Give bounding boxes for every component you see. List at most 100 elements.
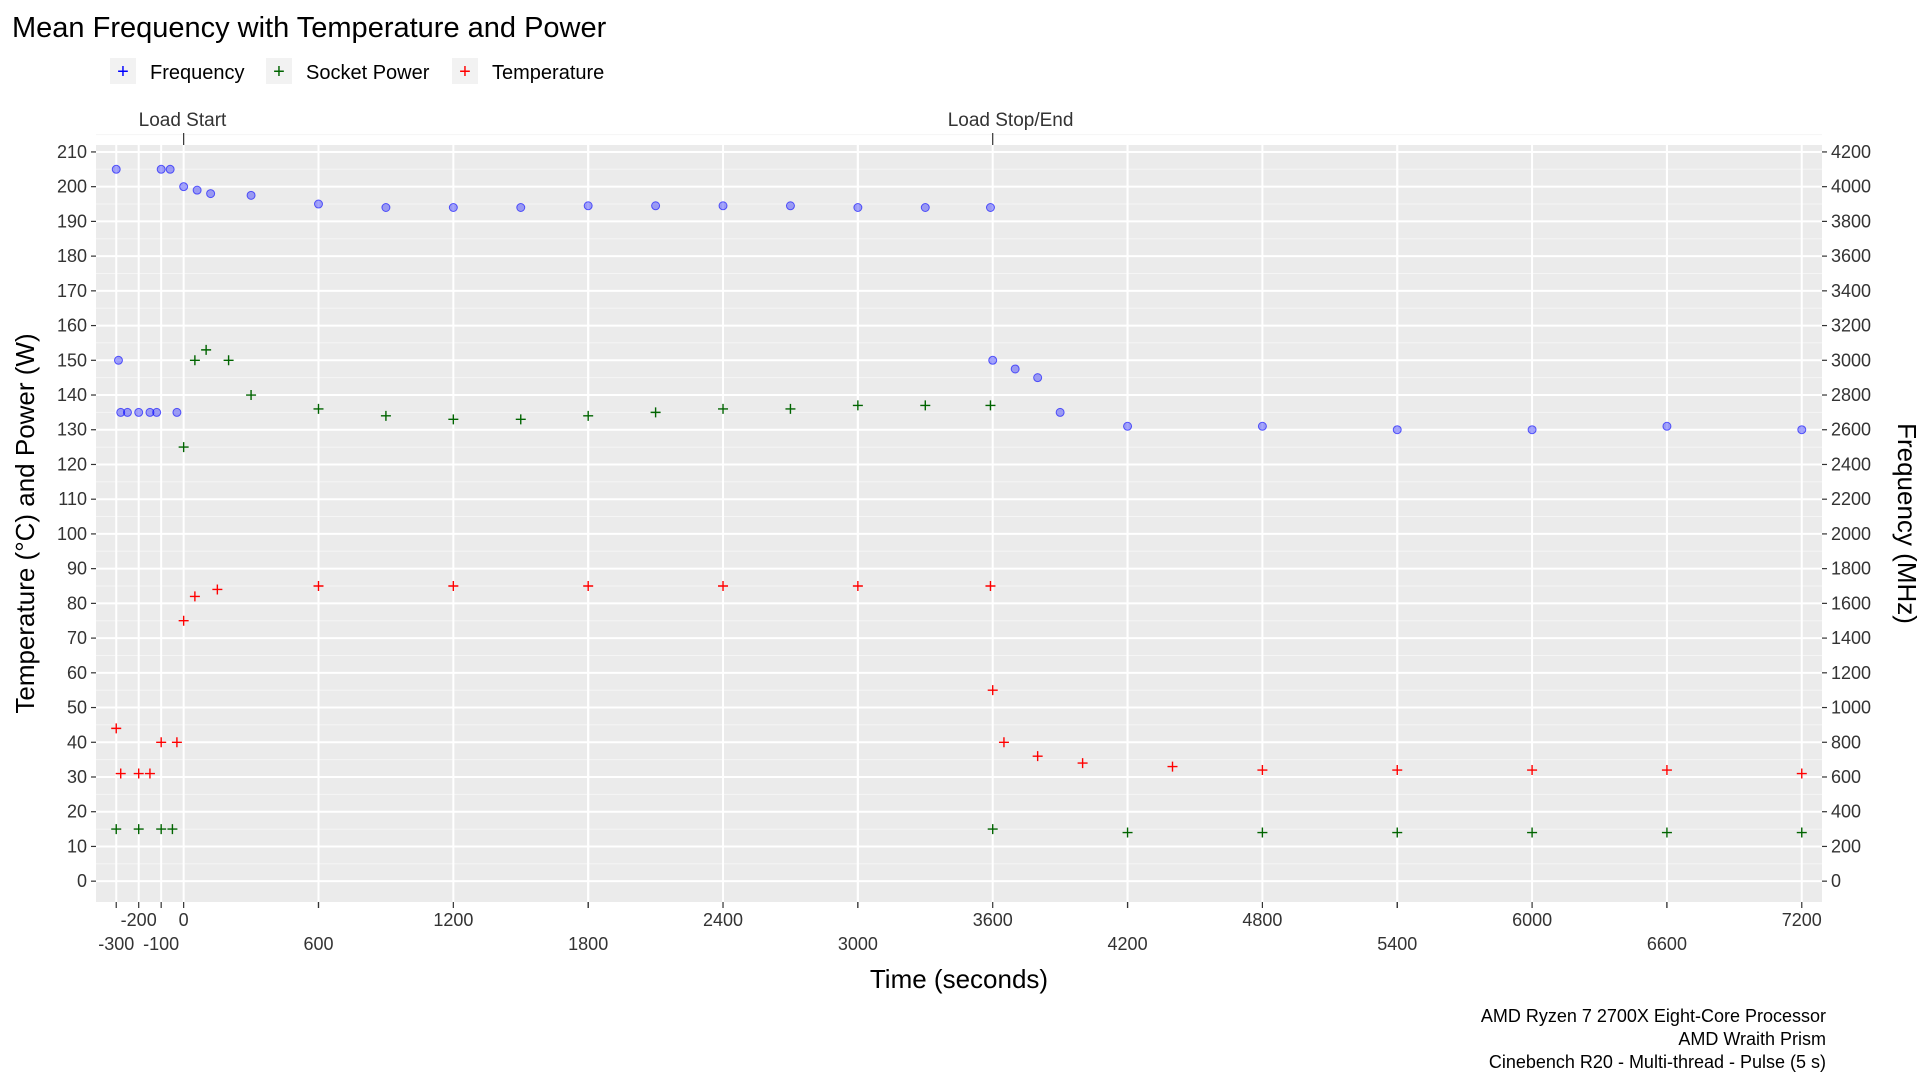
socket-power-point	[785, 403, 796, 414]
socket-power-point	[201, 344, 212, 355]
frequency-point	[583, 201, 593, 211]
y-right-tick-label: 4000	[1831, 177, 1871, 197]
frequency-point	[1392, 425, 1402, 435]
caption-processor: AMD Ryzen 7 2700X Eight-Core Processor	[1481, 1006, 1826, 1026]
y-right-tick-label: 1200	[1831, 663, 1871, 683]
chart-title: Mean Frequency with Temperature and Powe…	[12, 12, 607, 44]
y-right-tick-label: 2400	[1831, 454, 1871, 474]
frequency-point	[113, 355, 123, 365]
frequency-point	[448, 203, 458, 213]
socket-power-point	[920, 400, 931, 411]
series-socket-power	[111, 344, 1807, 838]
frequency-point	[152, 407, 162, 417]
y-axis-left-title: Temperature (°C) and Power (W)	[10, 333, 40, 713]
frequency-point	[145, 407, 155, 417]
frequency-point	[122, 407, 132, 417]
y-right-tick-label: 800	[1831, 732, 1861, 752]
temperature-point	[1527, 765, 1538, 776]
temperature-point	[133, 768, 144, 779]
frequency-point	[206, 189, 216, 199]
x-tick-label-upper: 7200	[1782, 910, 1822, 930]
y-right-tick-label: 3400	[1831, 281, 1871, 301]
y-left-tick-label: 80	[67, 593, 87, 613]
legend-marker: +	[117, 61, 129, 83]
temperature-point	[852, 581, 863, 592]
legend-label: Temperature	[492, 62, 604, 84]
y-right-tick-label: 2800	[1831, 385, 1871, 405]
axes: 0 10 20 30 40 50 60 70 80 90 100 110 120 130 140 150 160…	[57, 142, 1871, 954]
frequency-point	[1797, 425, 1807, 435]
temperature-point	[583, 581, 594, 592]
temperature-point	[718, 581, 729, 592]
y-left-tick-label: 110	[58, 489, 87, 509]
socket-power-point	[1661, 827, 1672, 838]
y-right-tick-label: 2000	[1831, 524, 1871, 544]
series-layer	[111, 164, 1807, 838]
x-tick-label-lower: -100	[143, 934, 179, 954]
y-right-tick-label: 3000	[1831, 350, 1871, 370]
frequency-point	[985, 203, 995, 213]
socket-power-point	[1257, 827, 1268, 838]
y-left-tick-label: 180	[57, 246, 87, 266]
socket-power-point	[583, 410, 594, 421]
temperature-point	[115, 768, 126, 779]
socket-power-point	[987, 824, 998, 835]
socket-power-point	[133, 824, 144, 835]
frequency-point	[651, 201, 661, 211]
frequency-point	[116, 407, 126, 417]
socket-power-point	[1527, 827, 1538, 838]
series-temperature	[111, 581, 1807, 779]
series-frequency	[111, 164, 1807, 435]
legend-label: Socket Power	[306, 62, 430, 84]
grid-minor	[96, 134, 1822, 865]
y-right-tick-label: 200	[1831, 836, 1861, 856]
y-right-tick-label: 3800	[1831, 211, 1871, 231]
y-left-tick-label: 50	[67, 698, 87, 718]
y-right-tick-label: 600	[1831, 767, 1861, 787]
temperature-point	[144, 768, 155, 779]
socket-power-point	[985, 400, 996, 411]
legend-key	[110, 58, 136, 84]
y-left-tick-label: 40	[67, 732, 87, 752]
caption-cooler: AMD Wraith Prism	[1678, 1029, 1826, 1049]
temperature-point	[212, 584, 223, 595]
frequency-point	[785, 201, 795, 211]
y-left-tick-label: 160	[57, 316, 87, 336]
temperature-point	[111, 723, 122, 734]
frequency-point	[111, 164, 121, 174]
temperature-point	[1032, 751, 1043, 762]
annotation-label: Load Start	[139, 110, 227, 131]
frequency-point	[381, 203, 391, 213]
frequency-point	[1123, 421, 1133, 431]
y-left-tick-label: 30	[67, 767, 87, 787]
y-right-tick-label: 3200	[1831, 316, 1871, 336]
legend-key	[452, 58, 478, 84]
socket-power-point	[1796, 827, 1807, 838]
temperature-point	[1661, 765, 1672, 776]
frequency-point	[246, 190, 256, 200]
y-right-tick-label: 3600	[1831, 246, 1871, 266]
y-left-tick-label: 200	[57, 177, 87, 197]
socket-power-point	[718, 403, 729, 414]
y-right-tick-label: 4200	[1831, 142, 1871, 162]
x-tick-label-upper: 4800	[1242, 910, 1282, 930]
x-tick-label-lower: 5400	[1377, 934, 1417, 954]
y-left-tick-label: 10	[67, 836, 87, 856]
socket-power-point	[167, 824, 178, 835]
y-right-tick-label: 2600	[1831, 420, 1871, 440]
y-right-tick-label: 400	[1831, 802, 1861, 822]
socket-power-point	[246, 390, 257, 401]
y-left-tick-label: 100	[57, 524, 87, 544]
y-left-tick-label: 190	[57, 211, 87, 231]
y-right-tick-label: 1800	[1831, 559, 1871, 579]
temperature-point	[189, 591, 200, 602]
y-left-tick-label: 70	[67, 628, 87, 648]
x-tick-label-lower: 1800	[568, 934, 608, 954]
frequency-point	[156, 164, 166, 174]
temperature-point	[1796, 768, 1807, 779]
socket-power-point	[111, 824, 122, 835]
plot-panel	[96, 145, 1822, 902]
y-right-tick-label: 2200	[1831, 489, 1871, 509]
socket-power-point	[156, 824, 167, 835]
